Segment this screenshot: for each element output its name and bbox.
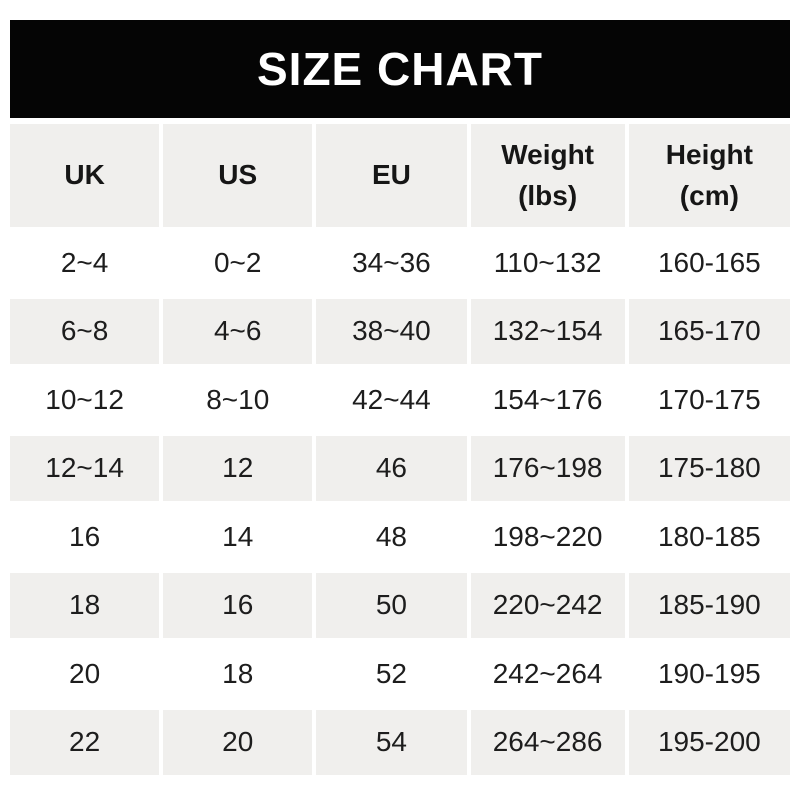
cell-uk: 16 xyxy=(10,504,160,570)
cell-weight: 154~176 xyxy=(470,367,625,433)
cell-weight: 220~242 xyxy=(470,572,625,638)
cell-us: 0~2 xyxy=(163,230,313,296)
cell-eu: 50 xyxy=(316,572,467,638)
cell-eu: 52 xyxy=(316,641,467,707)
cell-weight: 198~220 xyxy=(470,504,625,570)
cell-height: 165-170 xyxy=(628,298,790,364)
page-title: SIZE CHART xyxy=(257,43,543,95)
cell-us: 20 xyxy=(163,709,313,775)
cell-us: 8~10 xyxy=(163,367,313,433)
column-header-weight: Weight (lbs) xyxy=(470,124,625,227)
cell-eu: 46 xyxy=(316,435,467,501)
column-header-us: US xyxy=(163,124,313,227)
cell-uk: 20 xyxy=(10,641,160,707)
cell-us: 12 xyxy=(163,435,313,501)
column-header-height-label: Height xyxy=(665,138,753,170)
cell-eu: 42~44 xyxy=(316,367,467,433)
column-header-eu: EU xyxy=(316,124,467,227)
size-chart-title-bar: SIZE CHART xyxy=(10,20,790,118)
size-chart-table: UK US EU Weight (lbs) Height (cm) 2~4 0~… xyxy=(10,124,790,775)
cell-us: 18 xyxy=(163,641,313,707)
column-header-height: Height (cm) xyxy=(628,124,790,227)
cell-height: 175-180 xyxy=(628,435,790,501)
cell-uk: 18 xyxy=(10,572,160,638)
cell-weight: 242~264 xyxy=(470,641,625,707)
cell-height: 170-175 xyxy=(628,367,790,433)
cell-height: 185-190 xyxy=(628,572,790,638)
cell-weight: 176~198 xyxy=(470,435,625,501)
cell-weight: 110~132 xyxy=(470,230,625,296)
cell-uk: 2~4 xyxy=(10,230,160,296)
cell-uk: 22 xyxy=(10,709,160,775)
cell-height: 195-200 xyxy=(628,709,790,775)
column-header-weight-unit: (lbs) xyxy=(518,179,578,211)
cell-us: 14 xyxy=(163,504,313,570)
cell-weight: 132~154 xyxy=(470,298,625,364)
cell-eu: 54 xyxy=(316,709,467,775)
cell-eu: 34~36 xyxy=(316,230,467,296)
column-header-height-unit: (cm) xyxy=(679,179,739,211)
cell-uk: 12~14 xyxy=(10,435,160,501)
cell-uk: 10~12 xyxy=(10,367,160,433)
cell-height: 160-165 xyxy=(628,230,790,296)
cell-uk: 6~8 xyxy=(10,298,160,364)
column-header-uk: UK xyxy=(10,124,160,227)
column-header-weight-label: Weight xyxy=(501,138,595,170)
cell-height: 180-185 xyxy=(628,504,790,570)
cell-height: 190-195 xyxy=(628,641,790,707)
cell-eu: 38~40 xyxy=(316,298,467,364)
cell-eu: 48 xyxy=(316,504,467,570)
cell-weight: 264~286 xyxy=(470,709,625,775)
cell-us: 4~6 xyxy=(163,298,313,364)
cell-us: 16 xyxy=(163,572,313,638)
